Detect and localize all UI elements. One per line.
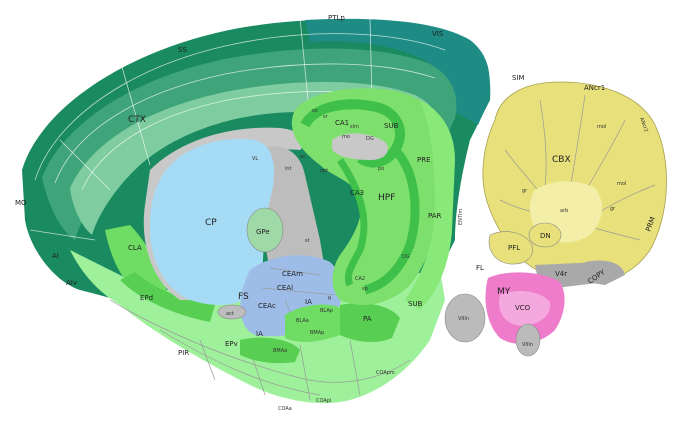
subiculum-strip <box>405 100 455 310</box>
label-my: MY <box>497 287 511 297</box>
label-fs: FS <box>238 292 249 302</box>
label-coa-pl: COApl <box>316 398 331 404</box>
label-ctx: CTX <box>128 115 146 125</box>
label-sp: sp <box>362 286 368 292</box>
label-epv: EPv <box>225 340 238 348</box>
label-mo: MO <box>15 199 27 207</box>
label-fl: FL <box>476 264 484 272</box>
label-ca1: CA1 <box>335 119 349 127</box>
label-ss: SS <box>178 46 187 54</box>
label-bla-a: BLAa <box>296 318 309 324</box>
label-mol: mol <box>597 124 606 130</box>
label-dn: DN <box>540 232 551 240</box>
label-gr: gr <box>522 188 528 194</box>
label-fi: fi <box>328 296 331 302</box>
label-ca2: CA2 <box>355 276 365 282</box>
claustrum-region <box>105 225 170 300</box>
label-slm: slm <box>350 124 359 130</box>
basomedial-amygdala <box>240 337 300 364</box>
label-ec: ec <box>300 154 306 160</box>
label-cea-c: CEAc <box>258 302 276 310</box>
ep-region <box>120 272 215 322</box>
dentate-nucleus <box>528 222 562 248</box>
label-ptlp: PTLp <box>328 14 345 22</box>
label-entl: ENTlm <box>458 209 464 225</box>
label-coa-pm: COApm <box>376 370 395 376</box>
label-ar: arb <box>560 208 568 214</box>
paraflocculus <box>488 231 533 265</box>
label-gr2: gr <box>610 206 616 212</box>
label-vis: VIS <box>432 30 444 38</box>
globus-pallidus <box>246 207 284 253</box>
ca3-band <box>337 158 368 287</box>
label-pa: PA <box>363 315 372 323</box>
label-sr: sr <box>323 114 329 120</box>
label-pre: PRE <box>417 156 431 164</box>
label-vco: VCO <box>515 304 531 312</box>
label-mo2: mo <box>342 134 350 140</box>
label-ep: EPd <box>140 294 153 302</box>
label-mol2: mol <box>617 181 626 187</box>
label-so: so <box>312 108 318 114</box>
label-coa-a: COAa <box>278 406 292 412</box>
vestibulocochlear-nerve-bottom <box>515 323 541 357</box>
label-dg2: DG <box>402 254 410 260</box>
label-pir: PIR <box>178 349 189 357</box>
label-ai: AI <box>52 252 59 260</box>
vestibulocochlear-nerve-left <box>444 293 486 343</box>
label-act: act <box>226 311 234 317</box>
label-hpf: HPF <box>378 193 395 203</box>
cortex-visual-band <box>305 18 490 126</box>
label-v4r: V4r <box>555 270 567 278</box>
label-opt: opt <box>320 168 328 174</box>
label-gpe: GPe <box>256 228 270 236</box>
ca-pyramidal-band <box>300 99 405 168</box>
label-aiv: AIv <box>66 279 77 287</box>
label-cbx: CBX <box>552 155 571 165</box>
label-par: PAR <box>428 212 442 220</box>
label-sim: SIM <box>512 74 525 82</box>
anterior-commissure <box>217 304 247 320</box>
label-po: po <box>378 166 384 172</box>
label-viiin2: VIIIn <box>522 342 533 348</box>
label-bla-p: BLAp <box>320 308 333 314</box>
basolateral-amygdala <box>285 304 345 342</box>
label-bma-p: BMAp <box>310 330 324 336</box>
label-cp: CP <box>205 218 217 228</box>
label-cla: CLA <box>128 244 142 252</box>
label-sub2: SUB <box>408 300 423 308</box>
label-pfl: PFL <box>508 244 520 252</box>
label-bma-a: BMAa <box>273 348 287 354</box>
cochlear-nucleus <box>499 290 551 326</box>
label-viiin: VIIIn <box>458 316 469 322</box>
caudoputamen <box>150 139 275 305</box>
copula <box>585 260 625 285</box>
label-vl: VL <box>252 156 258 162</box>
label-int: int <box>285 166 292 172</box>
hpf-gray-core <box>332 133 388 160</box>
label-an1: ANcr1 <box>584 84 605 92</box>
label-sub: SUB <box>384 122 399 130</box>
label-cea-l: CEAl <box>277 284 293 292</box>
label-ca3: CA3 <box>350 189 364 197</box>
label-cea-m: CEAm <box>282 270 303 278</box>
label-ia2: IA <box>256 330 263 338</box>
dentate-gyrus-band <box>363 146 420 295</box>
label-ia1: IA <box>305 298 312 306</box>
label-an2: ANcr2 <box>638 117 649 133</box>
posterior-amygdala <box>340 303 400 342</box>
label-st: st <box>305 238 310 244</box>
label-dg: DG <box>366 136 374 142</box>
